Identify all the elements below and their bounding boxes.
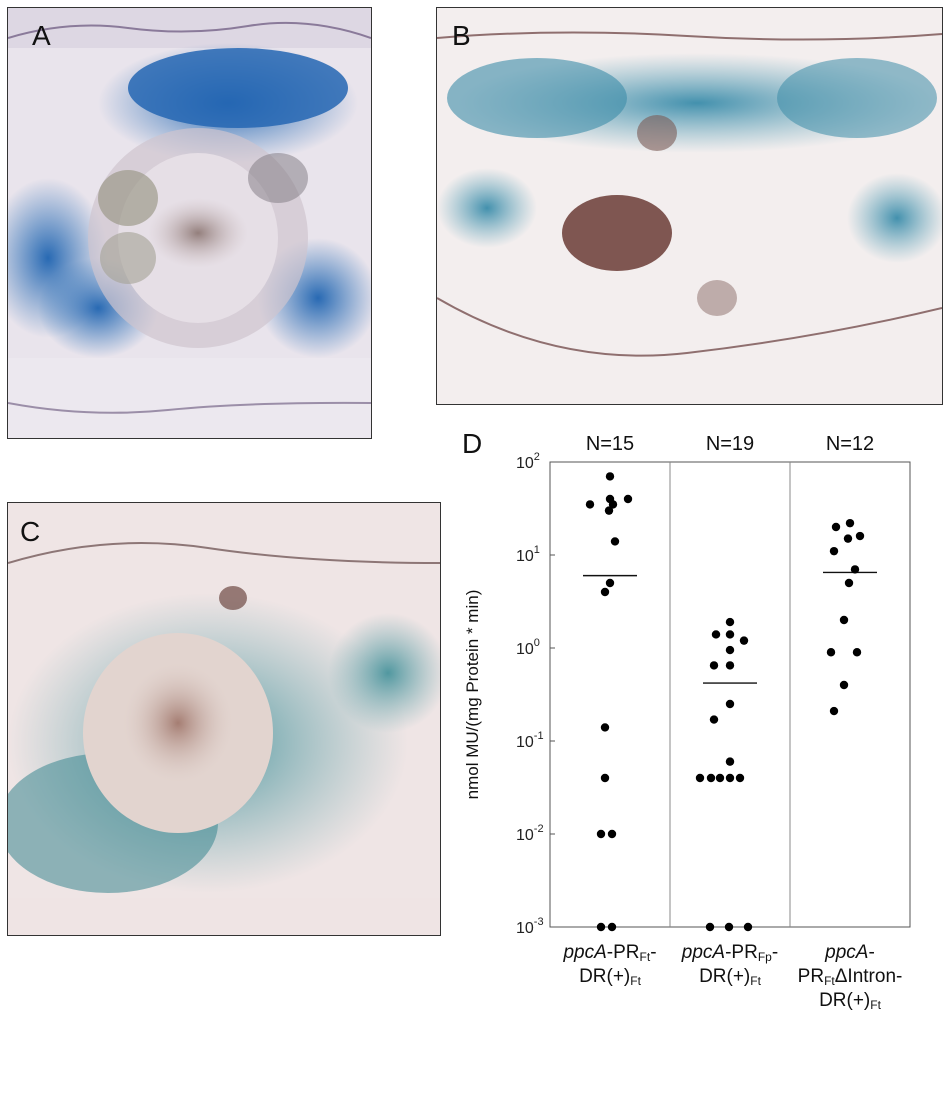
data-point	[827, 648, 835, 656]
category-label: ppcA-PRFp- DR(+)Ft	[660, 941, 800, 989]
category-label-line: DR(+)Ft	[780, 989, 920, 1013]
data-point	[726, 757, 734, 765]
data-point	[845, 579, 853, 587]
data-point	[601, 774, 609, 782]
data-point	[726, 618, 734, 626]
data-point	[726, 630, 734, 638]
y-tick-label: 102	[516, 451, 540, 472]
micrograph-panel-b	[436, 7, 943, 405]
category-label: ppcA-PRFt- DR(+)Ft	[540, 941, 680, 989]
data-point	[716, 774, 724, 782]
category-label-text: DR(+)	[819, 990, 870, 1011]
data-point	[725, 923, 733, 931]
category-label-text: ppcA	[682, 942, 725, 963]
data-point	[710, 661, 718, 669]
data-point	[601, 723, 609, 731]
data-point	[597, 923, 605, 931]
panel-label-c: C	[20, 516, 40, 548]
category-label-line: ppcA-PRFt-	[540, 941, 680, 965]
data-point	[736, 774, 744, 782]
data-point	[830, 547, 838, 555]
data-point	[744, 923, 752, 931]
data-point	[624, 495, 632, 503]
category-label-line: DR(+)Ft	[540, 965, 680, 989]
data-point	[830, 707, 838, 715]
category-label-text: ppcA	[563, 942, 606, 963]
data-point	[597, 830, 605, 838]
data-point	[706, 923, 714, 931]
data-point	[606, 472, 614, 480]
data-point	[611, 537, 619, 545]
category-label-text: -	[650, 942, 656, 963]
data-point	[740, 636, 748, 644]
category-label-text: Ft	[870, 998, 881, 1012]
category-label-text: PR	[798, 966, 824, 987]
category-label-text: DR(+)	[699, 966, 750, 987]
data-point	[726, 774, 734, 782]
micrograph-panel-a	[7, 7, 372, 439]
category-label-line: ppcA-PRFp-	[660, 941, 800, 965]
data-point	[608, 830, 616, 838]
data-point	[846, 519, 854, 527]
category-label-text: Ft	[640, 950, 651, 964]
data-point	[601, 588, 609, 596]
category-label-text: -PR	[725, 942, 758, 963]
panel-label-a: A	[32, 20, 51, 52]
data-point	[726, 661, 734, 669]
n-label: N=15	[586, 433, 634, 455]
data-point	[696, 774, 704, 782]
category-label-text: Ft	[750, 974, 761, 988]
micrograph-b-image	[437, 8, 942, 404]
data-point	[608, 923, 616, 931]
data-point	[605, 506, 613, 514]
data-point	[606, 579, 614, 587]
plot-frame	[550, 462, 910, 927]
category-label-text: Ft	[824, 974, 835, 988]
y-axis-label: nmol MU/(mg Protein * min)	[463, 590, 482, 800]
category-label-line: DR(+)Ft	[660, 965, 800, 989]
category-label: ppcA- PRFtΔIntron- DR(+)Ft	[780, 941, 920, 1013]
y-tick-label: 10-2	[516, 823, 544, 844]
category-label-text: ΔIntron-	[835, 966, 903, 987]
data-point	[844, 534, 852, 542]
y-tick-label: 10-1	[516, 730, 544, 751]
micrograph-a-image	[8, 8, 371, 438]
y-tick-label: 101	[516, 544, 540, 565]
data-point	[856, 532, 864, 540]
y-tick-label: 100	[516, 637, 540, 658]
scatter-chart: nmol MU/(mg Protein * min) 102 101 100 10-1…	[450, 420, 940, 965]
data-point	[853, 648, 861, 656]
n-label: N=19	[706, 433, 754, 455]
category-label-text: Fp	[758, 950, 772, 964]
data-point	[726, 646, 734, 654]
category-label-text: -PR	[607, 942, 640, 963]
y-tick-label: 10-3	[516, 916, 544, 937]
n-label: N=12	[826, 433, 874, 455]
micrograph-panel-c	[7, 502, 441, 936]
data-point	[851, 565, 859, 573]
category-label-text: DR(+)	[579, 966, 630, 987]
data-point	[840, 616, 848, 624]
data-point	[832, 523, 840, 531]
panel-label-b: B	[452, 20, 471, 52]
data-point	[586, 500, 594, 508]
data-point	[840, 681, 848, 689]
category-label-text: Ft	[630, 974, 641, 988]
data-point	[707, 774, 715, 782]
data-point	[726, 700, 734, 708]
category-label-line: ppcA-	[780, 941, 920, 965]
category-label-text: -	[868, 942, 874, 963]
category-label-text: ppcA	[825, 942, 868, 963]
data-point	[712, 630, 720, 638]
data-point	[710, 715, 718, 723]
category-label-text: -	[772, 942, 778, 963]
category-label-line: PRFtΔIntron-	[780, 965, 920, 989]
micrograph-c-image	[8, 503, 440, 935]
